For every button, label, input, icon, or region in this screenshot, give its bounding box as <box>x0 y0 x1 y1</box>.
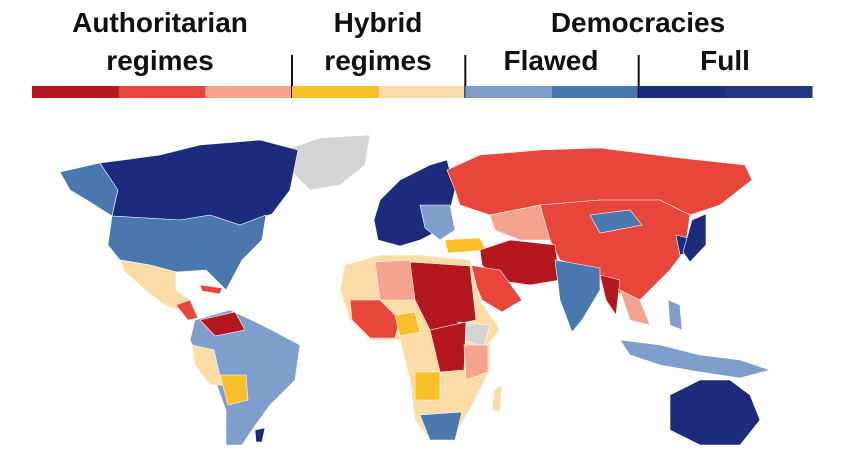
central-america <box>175 299 199 321</box>
mongolia <box>589 209 643 234</box>
philippines <box>667 299 683 331</box>
legend-label: regimes <box>106 45 213 76</box>
legend-swatch <box>638 86 726 98</box>
nigeria <box>394 311 421 337</box>
legend-swatch <box>378 86 466 98</box>
arabia <box>467 264 523 313</box>
australia <box>669 379 761 446</box>
south-africa <box>419 411 463 441</box>
legend-label: Authoritarian <box>72 7 248 38</box>
algeria <box>374 259 416 301</box>
china <box>539 199 691 301</box>
bolivia <box>219 374 249 406</box>
myanmar <box>599 274 621 316</box>
madagascar <box>491 384 503 413</box>
legend-label: Democracies <box>551 7 725 38</box>
se-asia <box>619 289 651 326</box>
greenland <box>284 134 371 191</box>
west-africa <box>349 299 401 339</box>
cuba <box>199 284 223 295</box>
world-map <box>59 134 772 446</box>
angola <box>414 371 441 401</box>
central-africa <box>429 321 467 373</box>
legend-label: Hybrid <box>334 7 423 38</box>
canada <box>99 139 299 226</box>
legend: Authoritarian regimes Hybrid regimes Dem… <box>32 7 813 98</box>
venezuela <box>199 311 246 337</box>
kazakhstan <box>489 204 551 241</box>
legend-swatch <box>725 86 813 98</box>
legend-swatch <box>465 86 553 98</box>
legend-swatch <box>552 86 640 98</box>
legend-label: regimes <box>324 45 431 76</box>
indonesia <box>619 339 772 379</box>
uruguay <box>254 427 266 443</box>
legend-label: Flawed <box>504 45 599 76</box>
eastern-europe <box>419 204 456 241</box>
india <box>554 259 601 333</box>
legend-label: Full <box>700 45 750 76</box>
legend-swatch <box>118 86 206 98</box>
usa <box>107 214 267 291</box>
east-africa <box>463 344 489 381</box>
peru <box>191 344 223 386</box>
legend-swatch <box>205 86 293 98</box>
japan <box>682 213 707 263</box>
legend-swatch <box>32 86 120 98</box>
legend-swatch <box>292 86 380 98</box>
russia <box>446 147 753 216</box>
